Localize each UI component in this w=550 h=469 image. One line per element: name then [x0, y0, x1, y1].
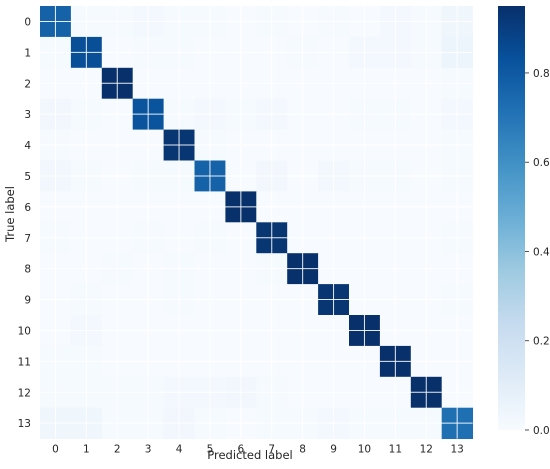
colorbar-tick-label: 0.0	[533, 425, 550, 437]
x-axis-title: Predicted label	[207, 448, 292, 462]
colorbar-tick-label: 0.2	[533, 336, 550, 348]
y-tick-label: 3	[24, 109, 31, 121]
y-tick-label: 4	[24, 140, 31, 152]
heatmap-grid	[40, 6, 473, 439]
x-tick-label: 12	[420, 444, 433, 456]
y-tick-label: 11	[18, 356, 31, 368]
x-tick-label: 13	[450, 444, 463, 456]
y-tick-label: 2	[24, 78, 31, 90]
heatmap-cells	[40, 6, 473, 439]
x-tick-label: 3	[145, 444, 152, 456]
colorbar: 0.0 0.2 0.4 0.6 0.8	[498, 6, 550, 437]
y-tick-label: 1	[24, 47, 31, 59]
x-tick-label: 0	[52, 444, 59, 456]
colorbar-tick-label: 0.4	[533, 246, 550, 258]
x-tick-label: 8	[299, 444, 306, 456]
x-tick-label: 6	[238, 444, 245, 456]
colorbar-ticks: 0.0 0.2 0.4 0.6 0.8	[525, 68, 550, 437]
x-axis-ticks: 0 1 2 3 4 5 6 7 8 9 10 11 12 13	[52, 444, 464, 456]
colorbar-tick-label: 0.6	[533, 157, 550, 169]
x-tick-label: 9	[330, 444, 337, 456]
y-tick-label: 7	[24, 233, 31, 245]
y-tick-label: 9	[24, 295, 31, 307]
x-tick-label: 4	[176, 444, 183, 456]
colorbar-gradient	[498, 6, 525, 430]
y-tick-label: 0	[24, 16, 31, 28]
y-tick-label: 6	[24, 202, 31, 214]
x-tick-label: 5	[207, 444, 214, 456]
y-tick-label: 12	[18, 387, 31, 399]
y-tick-label: 10	[18, 325, 31, 337]
y-tick-label: 8	[24, 264, 31, 276]
y-axis-title: True label	[3, 186, 17, 243]
x-tick-label: 1	[83, 444, 90, 456]
y-tick-label: 13	[18, 418, 31, 430]
y-tick-label: 5	[24, 171, 31, 183]
x-tick-label: 10	[358, 444, 371, 456]
colorbar-tick-label: 0.8	[533, 68, 550, 80]
x-tick-label: 7	[268, 444, 275, 456]
x-tick-label: 2	[114, 444, 121, 456]
x-tick-label: 11	[389, 444, 402, 456]
